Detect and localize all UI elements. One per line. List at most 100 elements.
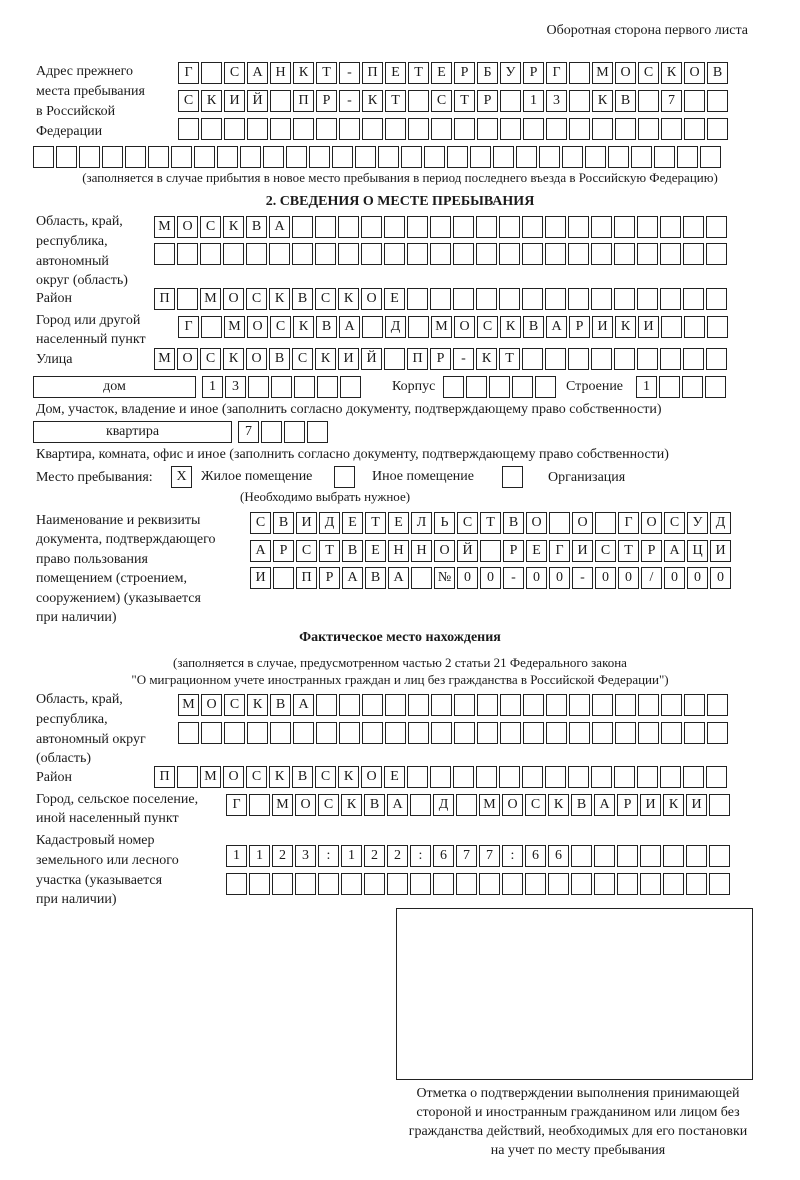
char-cell[interactable]: К — [500, 316, 521, 338]
char-cell[interactable]: С — [224, 694, 245, 716]
char-cell[interactable] — [591, 766, 612, 788]
char-cell[interactable]: К — [341, 794, 362, 816]
char-cell[interactable] — [686, 845, 707, 867]
char-cell[interactable] — [707, 694, 728, 716]
char-cell[interactable]: К — [592, 90, 613, 112]
char-cell[interactable] — [453, 216, 474, 238]
char-cell[interactable]: 6 — [548, 845, 569, 867]
char-cell[interactable]: Г — [546, 62, 567, 84]
char-cell[interactable] — [247, 118, 268, 140]
char-cell[interactable] — [249, 794, 270, 816]
char-cell[interactable] — [271, 376, 292, 398]
char-cell[interactable]: С — [595, 540, 616, 562]
char-cell[interactable]: М — [431, 316, 452, 338]
char-cell[interactable] — [201, 316, 222, 338]
char-cell[interactable]: Е — [431, 62, 452, 84]
char-cell[interactable] — [263, 146, 284, 168]
char-cell[interactable]: 0 — [526, 567, 547, 589]
char-cell[interactable]: П — [154, 766, 175, 788]
char-cell[interactable] — [592, 694, 613, 716]
char-cell[interactable]: В — [365, 567, 386, 589]
char-cell[interactable]: 0 — [457, 567, 478, 589]
char-cell[interactable] — [512, 376, 533, 398]
char-cell[interactable] — [339, 722, 360, 744]
char-cell[interactable] — [317, 376, 338, 398]
char-cell[interactable]: Е — [526, 540, 547, 562]
char-cell[interactable] — [523, 694, 544, 716]
char-cell[interactable] — [661, 118, 682, 140]
char-cell[interactable]: А — [546, 316, 567, 338]
char-cell[interactable] — [454, 722, 475, 744]
char-cell[interactable]: : — [502, 845, 523, 867]
char-cell[interactable] — [430, 216, 451, 238]
char-cell[interactable]: С — [200, 216, 221, 238]
previous-address-row-4[interactable] — [33, 146, 723, 168]
char-cell[interactable] — [640, 845, 661, 867]
char-cell[interactable] — [56, 146, 77, 168]
char-cell[interactable]: О — [247, 316, 268, 338]
char-cell[interactable]: В — [523, 316, 544, 338]
char-cell[interactable] — [407, 216, 428, 238]
char-cell[interactable] — [568, 216, 589, 238]
char-cell[interactable]: С — [200, 348, 221, 370]
char-cell[interactable] — [477, 694, 498, 716]
char-cell[interactable]: А — [594, 794, 615, 816]
char-cell[interactable] — [546, 118, 567, 140]
char-cell[interactable] — [453, 766, 474, 788]
char-cell[interactable]: Р — [477, 90, 498, 112]
char-cell[interactable]: С — [296, 540, 317, 562]
char-cell[interactable]: 2 — [387, 845, 408, 867]
char-cell[interactable]: Т — [316, 62, 337, 84]
char-cell[interactable]: Е — [342, 512, 363, 534]
char-cell[interactable]: О — [223, 766, 244, 788]
char-cell[interactable] — [171, 146, 192, 168]
char-cell[interactable] — [637, 243, 658, 265]
char-cell[interactable] — [683, 288, 704, 310]
char-cell[interactable]: А — [250, 540, 271, 562]
char-cell[interactable] — [615, 118, 636, 140]
char-cell[interactable]: М — [154, 348, 175, 370]
char-cell[interactable]: В — [273, 512, 294, 534]
char-cell[interactable] — [408, 722, 429, 744]
char-cell[interactable] — [178, 118, 199, 140]
char-cell[interactable]: К — [269, 766, 290, 788]
char-cell[interactable] — [33, 146, 54, 168]
char-cell[interactable]: К — [201, 90, 222, 112]
char-cell[interactable] — [709, 794, 730, 816]
char-cell[interactable] — [562, 146, 583, 168]
char-cell[interactable] — [293, 118, 314, 140]
char-cell[interactable]: 3 — [546, 90, 567, 112]
char-cell[interactable] — [433, 873, 454, 895]
char-cell[interactable]: И — [710, 540, 731, 562]
char-cell[interactable]: К — [362, 90, 383, 112]
char-cell[interactable] — [408, 694, 429, 716]
char-cell[interactable]: 0 — [618, 567, 639, 589]
char-cell[interactable] — [384, 348, 405, 370]
char-cell[interactable] — [480, 540, 501, 562]
char-cell[interactable]: Т — [408, 62, 429, 84]
char-cell[interactable]: К — [293, 316, 314, 338]
char-cell[interactable]: К — [223, 216, 244, 238]
char-cell[interactable] — [102, 146, 123, 168]
char-cell[interactable] — [178, 722, 199, 744]
region-row-2[interactable] — [154, 243, 729, 265]
char-cell[interactable] — [443, 376, 464, 398]
char-cell[interactable] — [569, 722, 590, 744]
char-cell[interactable] — [270, 90, 291, 112]
char-cell[interactable] — [568, 288, 589, 310]
char-cell[interactable] — [523, 722, 544, 744]
char-cell[interactable]: 0 — [549, 567, 570, 589]
char-cell[interactable]: - — [503, 567, 524, 589]
char-cell[interactable] — [407, 288, 428, 310]
char-cell[interactable] — [545, 348, 566, 370]
char-cell[interactable]: И — [572, 540, 593, 562]
char-cell[interactable]: О — [572, 512, 593, 534]
char-cell[interactable]: 1 — [341, 845, 362, 867]
char-cell[interactable] — [154, 243, 175, 265]
char-cell[interactable] — [246, 243, 267, 265]
char-cell[interactable] — [585, 146, 606, 168]
char-cell[interactable]: Т — [454, 90, 475, 112]
